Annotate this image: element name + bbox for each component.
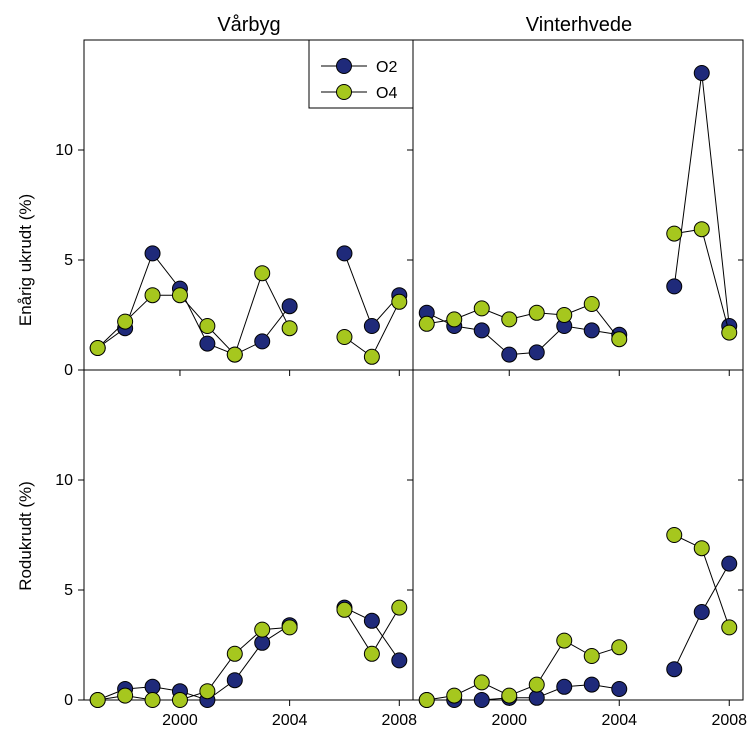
data-point-o4 bbox=[172, 693, 187, 708]
data-point-o2 bbox=[584, 323, 599, 338]
data-point-o4 bbox=[529, 305, 544, 320]
data-point-o4 bbox=[90, 693, 105, 708]
data-point-o4 bbox=[255, 266, 270, 281]
legend-marker-o2 bbox=[337, 59, 352, 74]
data-point-o2 bbox=[337, 246, 352, 261]
data-point-o2 bbox=[200, 336, 215, 351]
data-point-o4 bbox=[474, 675, 489, 690]
data-point-o4 bbox=[145, 288, 160, 303]
data-point-o2 bbox=[145, 246, 160, 261]
data-point-o4 bbox=[172, 288, 187, 303]
data-point-o4 bbox=[145, 693, 160, 708]
data-point-o4 bbox=[584, 297, 599, 312]
data-point-o2 bbox=[557, 679, 572, 694]
data-point-o4 bbox=[255, 622, 270, 637]
data-point-o4 bbox=[282, 321, 297, 336]
panel-frame bbox=[413, 40, 743, 370]
y-tick-label: 10 bbox=[55, 142, 73, 159]
data-point-o2 bbox=[612, 682, 627, 697]
row-ylabel-rodukrudt: Rodukrudt (%) bbox=[16, 481, 35, 591]
y-tick-label: 5 bbox=[64, 252, 73, 269]
data-point-o4 bbox=[502, 688, 517, 703]
row-ylabel-enarig: Enårig ukrudt (%) bbox=[16, 194, 35, 326]
data-point-o4 bbox=[337, 330, 352, 345]
data-point-o4 bbox=[557, 308, 572, 323]
data-point-o4 bbox=[200, 319, 215, 334]
data-point-o4 bbox=[118, 314, 133, 329]
data-point-o2 bbox=[529, 345, 544, 360]
series-line-o4 bbox=[674, 229, 729, 332]
data-point-o4 bbox=[118, 688, 133, 703]
data-point-o4 bbox=[722, 325, 737, 340]
data-point-o2 bbox=[667, 279, 682, 294]
y-tick-label: 10 bbox=[55, 472, 73, 489]
data-point-o2 bbox=[722, 556, 737, 571]
panel-frame bbox=[413, 370, 743, 700]
series-line-o2 bbox=[674, 73, 729, 326]
y-tick-label: 0 bbox=[64, 362, 73, 379]
data-point-o4 bbox=[529, 677, 544, 692]
data-point-o4 bbox=[282, 620, 297, 635]
data-point-o4 bbox=[200, 684, 215, 699]
legend-label-o4: O4 bbox=[376, 85, 397, 102]
data-point-o4 bbox=[419, 316, 434, 331]
legend-marker-o4 bbox=[337, 85, 352, 100]
data-point-o4 bbox=[227, 347, 242, 362]
data-point-o4 bbox=[392, 294, 407, 309]
data-point-o4 bbox=[667, 226, 682, 241]
data-point-o2 bbox=[282, 299, 297, 314]
data-point-o2 bbox=[474, 323, 489, 338]
data-point-o4 bbox=[419, 693, 434, 708]
data-point-o4 bbox=[447, 688, 462, 703]
x-tick-label: 2004 bbox=[272, 712, 308, 729]
column-title-vinterhvede: Vinterhvede bbox=[526, 14, 632, 36]
data-point-o2 bbox=[694, 66, 709, 81]
x-tick-label: 2008 bbox=[381, 712, 417, 729]
legend-label-o2: O2 bbox=[376, 59, 397, 76]
data-point-o4 bbox=[667, 528, 682, 543]
data-point-o4 bbox=[364, 646, 379, 661]
panel-frame bbox=[84, 370, 413, 700]
data-point-o4 bbox=[502, 312, 517, 327]
data-point-o4 bbox=[612, 332, 627, 347]
data-point-o2 bbox=[392, 653, 407, 668]
data-point-o2 bbox=[227, 673, 242, 688]
data-point-o2 bbox=[694, 605, 709, 620]
x-tick-label: 2000 bbox=[162, 712, 198, 729]
data-point-o4 bbox=[474, 301, 489, 316]
x-tick-label: 2004 bbox=[601, 712, 637, 729]
data-point-o4 bbox=[694, 222, 709, 237]
data-point-o2 bbox=[255, 334, 270, 349]
plot-area: 0 5 10 0 5 10 2000 2004 2008 2000 2004 2008 O2 O4 bbox=[55, 40, 747, 729]
data-point-o4 bbox=[364, 349, 379, 364]
column-title-varbyg: Vårbyg bbox=[217, 14, 280, 36]
data-point-o4 bbox=[392, 600, 407, 615]
data-point-o4 bbox=[722, 620, 737, 635]
data-point-o4 bbox=[557, 633, 572, 648]
data-point-o2 bbox=[584, 677, 599, 692]
data-point-o4 bbox=[612, 640, 627, 655]
data-point-o2 bbox=[364, 613, 379, 628]
data-point-o4 bbox=[584, 649, 599, 664]
data-point-o2 bbox=[364, 319, 379, 334]
x-tick-label: 2008 bbox=[711, 712, 747, 729]
y-tick-label: 5 bbox=[64, 582, 73, 599]
legend-box bbox=[309, 40, 413, 108]
data-point-o2 bbox=[502, 347, 517, 362]
data-point-o4 bbox=[90, 341, 105, 356]
data-point-o2 bbox=[474, 693, 489, 708]
data-point-o4 bbox=[227, 646, 242, 661]
data-point-o4 bbox=[694, 541, 709, 556]
data-point-o4 bbox=[337, 602, 352, 617]
x-tick-label: 2000 bbox=[491, 712, 527, 729]
y-tick-label: 0 bbox=[64, 692, 73, 709]
data-point-o2 bbox=[667, 662, 682, 677]
series-line-o2 bbox=[344, 253, 399, 326]
data-point-o4 bbox=[447, 312, 462, 327]
